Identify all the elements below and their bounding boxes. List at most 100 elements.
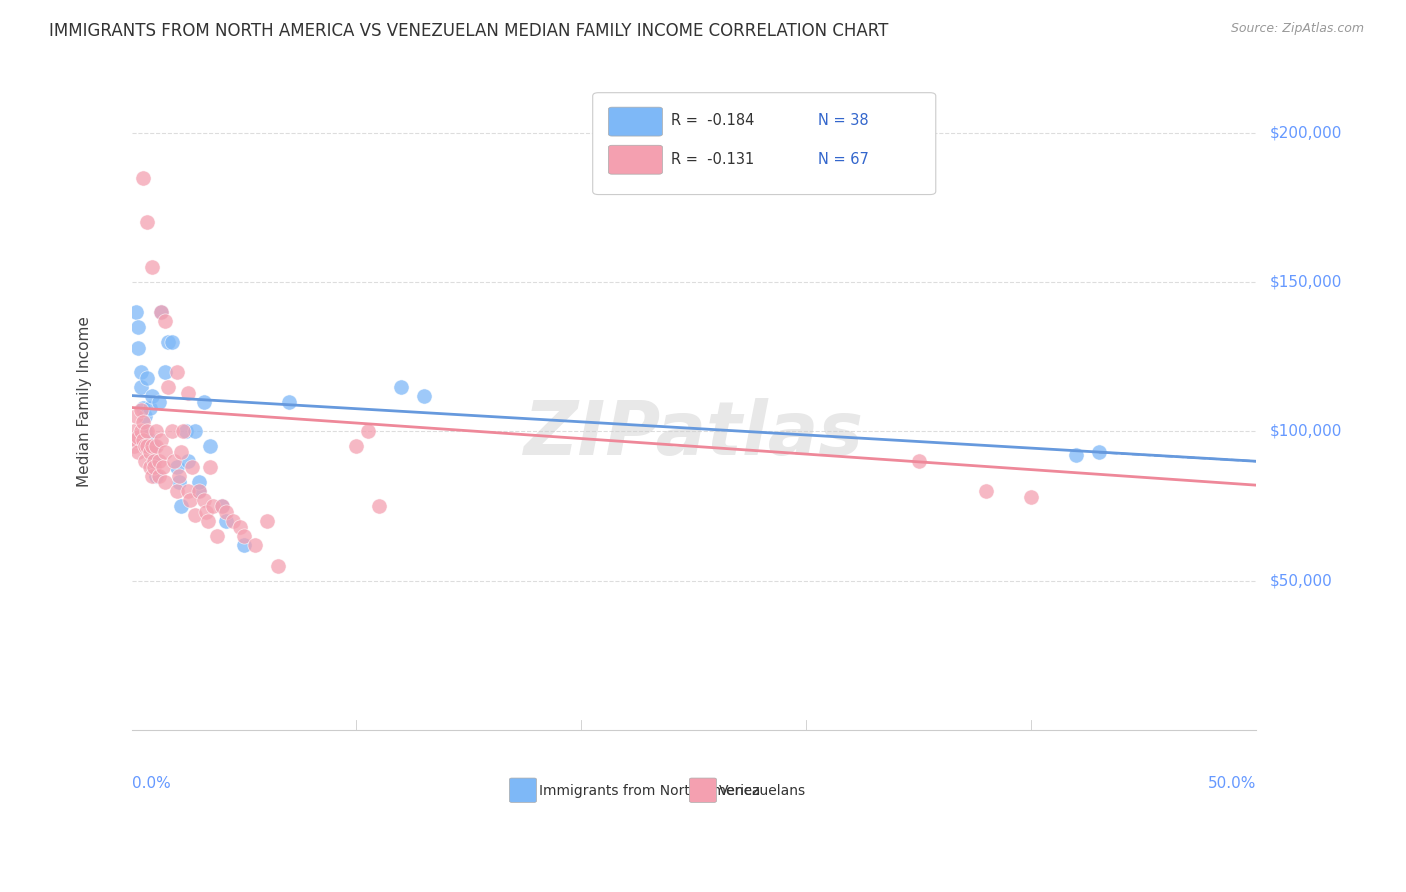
Point [215,505,238,519]
Point [193,394,215,409]
FancyBboxPatch shape [509,778,537,803]
Point [143,439,166,453]
Point [152,460,174,475]
Point [143,454,166,468]
Point [188,475,211,490]
Text: 50.0%: 50.0% [1208,776,1257,791]
FancyBboxPatch shape [689,778,717,803]
Point [166,365,188,379]
Point [188,484,211,499]
Point [132,401,155,415]
Point [141,469,163,483]
Text: IMMIGRANTS FROM NORTH AMERICA VS VENEZUELAN MEDIAN FAMILY INCOME CORRELATION CHA: IMMIGRANTS FROM NORTH AMERICA VS VENEZUE… [49,22,889,40]
Point [1088,445,1111,459]
Point [134,425,156,439]
Point [141,439,163,453]
Point [132,170,155,185]
Point [145,425,167,439]
Point [177,385,200,400]
Text: Median Family Income: Median Family Income [77,316,91,487]
Point [148,469,170,483]
Point [413,388,436,402]
Point [167,475,190,490]
Point [129,403,152,417]
Point [155,365,177,379]
Point [122,439,145,453]
Point [1021,490,1043,504]
Point [278,394,301,409]
Point [160,334,183,349]
Point [1066,448,1088,462]
Point [129,379,152,393]
Point [170,445,193,459]
Point [138,434,160,448]
Point [155,475,177,490]
Point [183,508,205,522]
FancyBboxPatch shape [593,93,936,194]
Text: $200,000: $200,000 [1270,125,1343,140]
Point [129,365,152,379]
Point [156,334,179,349]
Point [136,215,159,229]
Point [132,416,155,430]
Point [201,499,224,513]
Point [134,409,156,424]
Text: N = 67: N = 67 [818,152,869,167]
Point [170,499,193,513]
Point [179,493,201,508]
Point [138,401,160,415]
Point [149,305,172,319]
Point [148,454,170,468]
Point [149,434,172,448]
FancyBboxPatch shape [609,107,662,136]
Point [127,319,149,334]
Point [160,425,183,439]
Point [155,314,177,328]
Text: N = 38: N = 38 [818,113,869,128]
Point [148,394,170,409]
Point [228,520,250,534]
Point [233,538,256,552]
Text: R =  -0.131: R = -0.131 [672,152,755,167]
Point [132,434,155,448]
Point [143,460,166,475]
Point [177,454,200,468]
Point [267,558,290,573]
Point [346,439,368,453]
Point [134,439,156,453]
Point [908,454,931,468]
Point [194,505,217,519]
Point [143,454,166,468]
Point [127,445,149,459]
Point [211,499,233,513]
Point [256,514,278,528]
Point [138,445,160,459]
Point [136,370,159,384]
Point [125,434,148,448]
Point [136,439,159,453]
Point [172,425,194,439]
Point [141,260,163,274]
Point [145,439,167,453]
Point [145,469,167,483]
Point [127,430,149,444]
Point [125,409,148,424]
Text: $50,000: $50,000 [1270,574,1333,588]
Point [141,388,163,402]
Text: ZIPatlas: ZIPatlas [524,398,863,471]
Point [122,425,145,439]
Text: $100,000: $100,000 [1270,424,1343,439]
Text: Venezuelans: Venezuelans [718,783,806,797]
Point [200,460,222,475]
Point [976,484,998,499]
Point [156,379,179,393]
Point [129,425,152,439]
Point [197,514,219,528]
Point [245,538,267,552]
Point [368,499,391,513]
Point [233,529,256,543]
Point [200,439,222,453]
Point [193,493,215,508]
Point [215,514,238,528]
Point [166,484,188,499]
